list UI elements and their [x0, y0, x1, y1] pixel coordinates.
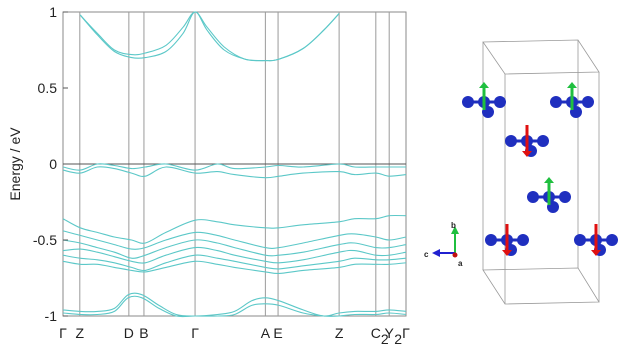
k-point-label: B [139, 325, 148, 341]
molecule [574, 224, 618, 256]
k-point-label: A [261, 325, 271, 341]
k-point-label: C [371, 325, 381, 341]
band-line [79, 11, 340, 62]
axis-triad: b c a [424, 221, 463, 268]
k-point-label: E [273, 325, 282, 341]
crystal-structure-inset: b c a [424, 39, 618, 305]
y-tick-label: -0.5 [33, 232, 57, 248]
y-ticks: -1 -0.5 0 0.5 1 [33, 4, 68, 324]
k-point-label: Γ [59, 325, 67, 341]
band-line [62, 254, 407, 272]
axis-label-c: c [424, 250, 429, 259]
band-line [62, 246, 407, 264]
band-line [62, 292, 407, 317]
x-ticks: Γ Z D B Γ A E Z C 2Y 2 Γ [59, 325, 410, 347]
y-tick-label: 0.5 [38, 80, 58, 96]
unit-cell-box [482, 39, 600, 305]
band-line [62, 239, 407, 259]
axis-label-a: a [458, 259, 463, 268]
axis-label-b: b [451, 221, 456, 230]
molecule [505, 125, 549, 157]
molecule [462, 82, 506, 118]
bands [62, 11, 407, 318]
y-tick-label: 0 [49, 156, 57, 172]
band-line [62, 214, 407, 244]
y-tick-label: 1 [49, 4, 57, 20]
k-point-label: Γ [402, 325, 410, 341]
band-line [62, 230, 407, 250]
k-point-subscript: 2 [381, 331, 389, 347]
k-point-label: Z [335, 325, 344, 341]
k-point-label: Z [76, 325, 85, 341]
band-line [62, 163, 406, 171]
band-structure-plot: -1-0.500.51 Γ Z D B Γ A E Z C 2Y 2 Γ Energy / eV [7, 4, 410, 347]
y-tick-label: -1 [45, 308, 58, 324]
k-point-label: Γ [191, 325, 199, 341]
k-point-label: Y [385, 325, 395, 341]
band-line [62, 295, 407, 318]
molecules [462, 82, 618, 256]
k-point-label: D [124, 325, 134, 341]
band-line [62, 166, 407, 179]
y-axis-label: Energy / eV [7, 127, 23, 201]
band-line [62, 260, 407, 275]
molecule [527, 177, 571, 213]
molecule [550, 82, 594, 118]
molecule [485, 224, 529, 256]
k-point-subscript: 2 [394, 331, 402, 347]
